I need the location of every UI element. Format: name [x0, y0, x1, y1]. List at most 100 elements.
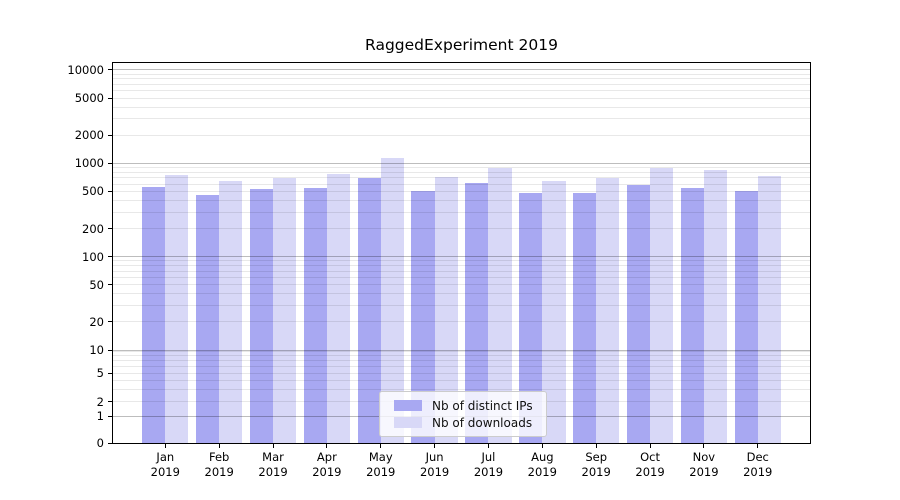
- bar-ips-dec: [734, 190, 758, 443]
- y-tick-mark: [108, 415, 113, 417]
- legend: Nb of distinct IPs Nb of downloads: [379, 391, 547, 437]
- gridline-minor: [113, 118, 810, 120]
- chart-title: RaggedExperiment 2019: [365, 36, 558, 54]
- gridline-minor: [113, 304, 810, 306]
- gridline-major: [113, 256, 810, 258]
- x-tick-mark: [595, 444, 597, 448]
- y-tick-label: 1000: [74, 156, 104, 171]
- x-tick-label-aug: Aug 2019: [527, 450, 557, 479]
- legend-item-downloads: Nb of downloads: [388, 414, 538, 431]
- x-tick-label-may: May 2019: [366, 450, 396, 479]
- y-tick-label: 20: [89, 314, 104, 329]
- gridline-major: [113, 69, 810, 71]
- bar-downloads-jan: [165, 174, 189, 443]
- bar-ips-apr: [303, 188, 327, 443]
- gridline-minor: [113, 190, 810, 192]
- y-tick-mark: [108, 97, 113, 99]
- x-tick-mark: [434, 444, 436, 448]
- gridline-minor: [113, 350, 810, 352]
- bar-downloads-jul: [488, 168, 512, 443]
- gridline-minor: [113, 78, 810, 80]
- bar-downloads-may: [380, 157, 404, 443]
- bar-downloads-apr: [326, 174, 351, 443]
- bar-ips-mar: [249, 189, 273, 443]
- gridline-minor: [113, 171, 810, 173]
- bar-ips-jun: [411, 190, 435, 443]
- x-tick-label-mar: Mar 2019: [258, 450, 288, 479]
- x-tick-mark: [272, 444, 274, 448]
- gridline-minor: [113, 167, 810, 169]
- x-tick-label-feb: Feb 2019: [204, 450, 234, 479]
- legend-item-distinct-ips: Nb of distinct IPs: [388, 397, 538, 414]
- bar-downloads-mar: [273, 177, 297, 443]
- bar-ips-oct: [626, 184, 651, 443]
- bar-downloads-nov: [703, 169, 728, 443]
- y-tick-mark: [108, 162, 113, 164]
- x-tick-mark: [703, 444, 705, 448]
- y-tick-mark: [108, 349, 113, 351]
- x-tick-label-jul: Jul 2019: [473, 450, 504, 479]
- bar-downloads-jun: [434, 176, 458, 443]
- y-tick-mark: [108, 256, 113, 258]
- y-tick-label: 10: [89, 343, 104, 357]
- gridline-minor: [113, 284, 810, 286]
- gridline-major: [113, 162, 810, 164]
- bar-downloads-oct: [650, 167, 674, 443]
- gridline-minor: [113, 293, 810, 295]
- y-tick-mark: [108, 372, 113, 374]
- bar-ips-feb: [195, 194, 220, 443]
- y-tick-mark: [108, 190, 113, 192]
- gridline-minor: [113, 106, 810, 108]
- legend-label-downloads: Nb of downloads: [432, 415, 533, 430]
- x-tick-label-sep: Sep 2019: [581, 450, 611, 479]
- gridline-minor: [113, 355, 810, 357]
- y-tick-mark: [108, 401, 113, 403]
- bar-ips-nov: [680, 187, 704, 443]
- y-tick-label: 10000: [67, 62, 104, 77]
- y-tick-label: 50: [89, 277, 104, 292]
- y-tick-label: 1: [96, 409, 104, 423]
- gridline-minor: [113, 366, 810, 367]
- y-tick-label: 5: [96, 366, 104, 381]
- x-tick-mark: [487, 444, 489, 448]
- gridline-minor: [113, 97, 810, 99]
- gridline-minor: [113, 270, 810, 272]
- x-tick-mark: [757, 444, 759, 448]
- x-tick-mark: [164, 444, 166, 448]
- legend-swatch-downloads: [394, 417, 422, 428]
- x-tick-mark: [649, 444, 651, 448]
- gridline-minor: [113, 211, 810, 213]
- bar-ips-jul: [465, 182, 489, 443]
- bar-downloads-sep: [596, 178, 620, 443]
- y-tick-mark: [108, 69, 113, 71]
- y-tick-mark: [108, 228, 113, 230]
- gridline-minor: [113, 321, 810, 323]
- gridline-minor: [113, 134, 810, 136]
- legend-swatch-distinct-ips: [394, 400, 422, 411]
- y-tick-mark: [108, 442, 113, 444]
- y-tick-label: 5000: [74, 91, 104, 106]
- gridline-minor: [113, 265, 810, 267]
- x-tick-label-oct: Oct 2019: [635, 450, 665, 479]
- gridline-minor: [113, 183, 810, 185]
- x-tick-label-jun: Jun 2019: [419, 450, 450, 479]
- x-tick-mark: [218, 444, 220, 448]
- plot-area: [112, 62, 811, 444]
- legend-label-distinct-ips: Nb of distinct IPs: [432, 398, 533, 413]
- gridline-minor: [113, 260, 810, 262]
- y-tick-label: 100: [82, 249, 104, 264]
- bar-ips-may: [357, 177, 381, 443]
- gridline-minor: [113, 73, 810, 75]
- y-tick-label: 500: [82, 184, 104, 199]
- gridline-minor: [113, 199, 810, 201]
- y-tick-label: 2: [96, 394, 104, 409]
- y-tick-label: 200: [82, 221, 104, 236]
- x-tick-mark: [541, 444, 543, 448]
- bar-ips-jan: [142, 186, 166, 443]
- gridline-major: [113, 349, 810, 351]
- gridline-minor: [113, 228, 810, 230]
- gridline-minor: [113, 360, 810, 362]
- gridline-minor: [113, 379, 810, 381]
- gridline-minor: [113, 372, 810, 374]
- bar-ips-aug: [519, 193, 543, 443]
